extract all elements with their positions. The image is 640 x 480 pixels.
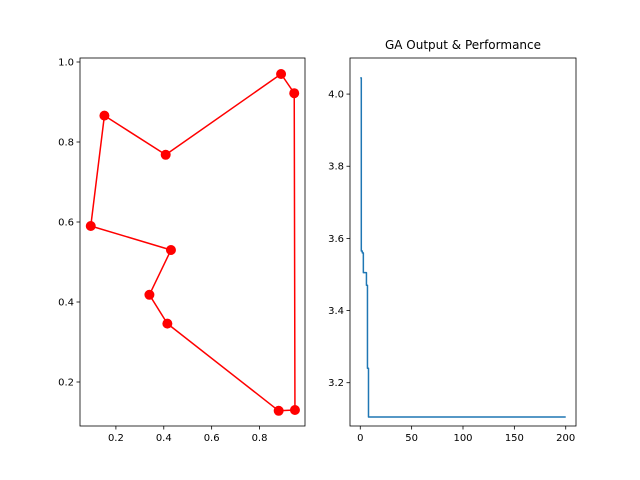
- data-point: [165, 245, 176, 255]
- data-point: [162, 318, 173, 329]
- x-tick-label: 0.8: [252, 433, 268, 444]
- y-tick-label: 3.4: [328, 306, 344, 317]
- data-point: [273, 405, 284, 416]
- y-tick-label: 0.4: [58, 298, 74, 309]
- x-tick-label: 50: [405, 433, 418, 444]
- data-point: [289, 88, 300, 99]
- x-tick-label: 200: [556, 433, 575, 444]
- y-tick-label: 0.6: [58, 218, 74, 229]
- x-tick-label: 0.4: [156, 433, 172, 444]
- chart-ga-performance: GA Output & Performance 0 50 100 150 200 3.2 3…: [328, 38, 577, 444]
- data-point: [144, 289, 155, 300]
- data-point: [276, 69, 287, 79]
- data-point: [160, 149, 171, 160]
- y-tick-label: 4.0: [328, 90, 344, 101]
- series-line: [360, 77, 566, 418]
- chart-title: GA Output & Performance: [385, 38, 541, 52]
- data-point: [99, 110, 110, 121]
- y-tick-label: 3.8: [328, 162, 344, 173]
- y-tick-label: 0.2: [58, 378, 74, 389]
- x-tick-label: 0.2: [108, 433, 124, 444]
- data-point: [85, 221, 96, 231]
- axes-frame: [349, 57, 577, 427]
- y-tick-label: 3.6: [328, 234, 344, 245]
- x-tick-label: 0: [357, 433, 363, 444]
- x-tick-label: 150: [505, 433, 524, 444]
- x-tick-label: 0.6: [204, 433, 220, 444]
- y-tick-label: 0.8: [58, 138, 74, 149]
- y-tick-label: 3.2: [328, 378, 344, 389]
- chart-tsp-route: 0.2 0.4 0.6 0.8 0.2 0.4 0.6 0.8 1.0: [58, 57, 306, 444]
- data-point: [289, 405, 300, 415]
- y-tick-label: 1.0: [58, 58, 74, 69]
- axes-frame: [79, 57, 306, 427]
- x-tick-label: 100: [453, 433, 472, 444]
- series-line: [90, 73, 296, 412]
